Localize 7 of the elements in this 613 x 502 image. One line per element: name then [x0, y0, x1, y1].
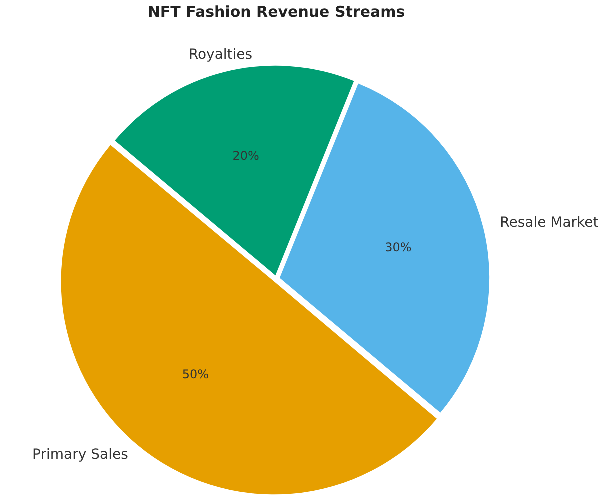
data-label: 20%	[232, 149, 260, 164]
slice-label: Resale Market	[500, 214, 600, 231]
chart-title: NFT Fashion Revenue Streams	[148, 2, 406, 21]
slice-label: Primary Sales	[32, 447, 128, 464]
data-label: 50%	[182, 367, 210, 382]
slice-label: Royalties	[188, 47, 253, 64]
data-label: 30%	[385, 240, 412, 255]
